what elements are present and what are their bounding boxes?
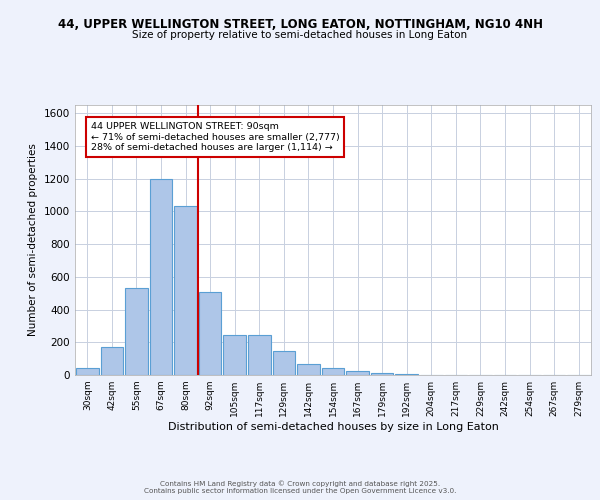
Bar [76,368,98,375]
Bar [272,352,295,375]
Bar [248,335,271,375]
Bar [174,206,197,375]
Text: Size of property relative to semi-detached houses in Long Eaton: Size of property relative to semi-detach… [133,30,467,40]
Bar [322,368,344,375]
Bar [297,364,320,375]
Bar [101,347,123,375]
Text: Contains HM Land Registry data © Crown copyright and database right 2025.
Contai: Contains HM Land Registry data © Crown c… [144,480,456,494]
Bar [125,288,148,375]
Bar [395,374,418,375]
Bar [371,374,394,375]
Bar [149,178,172,375]
Bar [223,335,246,375]
Text: 44, UPPER WELLINGTON STREET, LONG EATON, NOTTINGHAM, NG10 4NH: 44, UPPER WELLINGTON STREET, LONG EATON,… [58,18,542,30]
Bar [346,371,369,375]
Bar [199,292,221,375]
X-axis label: Distribution of semi-detached houses by size in Long Eaton: Distribution of semi-detached houses by … [167,422,499,432]
Text: 44 UPPER WELLINGTON STREET: 90sqm
← 71% of semi-detached houses are smaller (2,7: 44 UPPER WELLINGTON STREET: 90sqm ← 71% … [91,122,340,152]
Y-axis label: Number of semi-detached properties: Number of semi-detached properties [28,144,38,336]
